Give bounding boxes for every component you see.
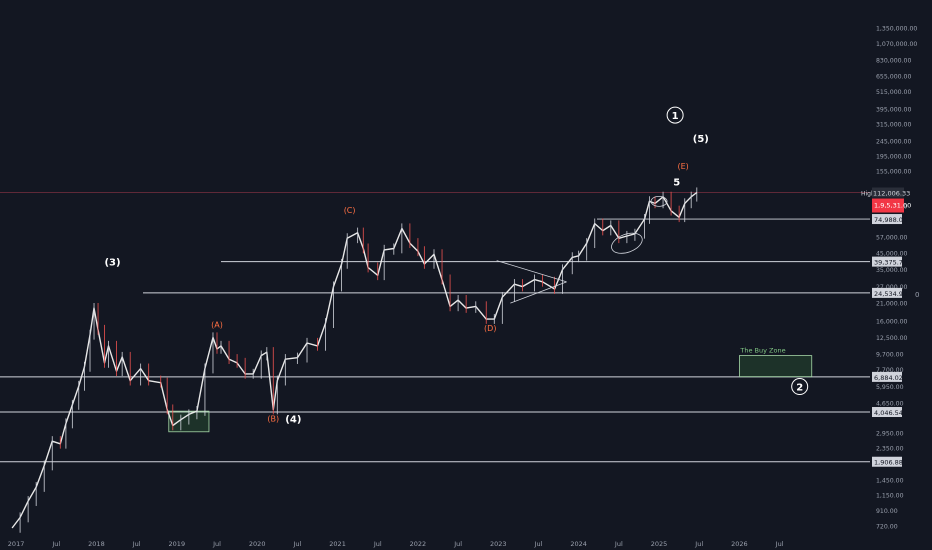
level-tag-label: 6,884.02 <box>874 374 903 382</box>
y-tick-label: 1,350,000.00 <box>876 25 917 32</box>
x-tick-label: 2026 <box>731 540 748 548</box>
y-tick-label: 655,000.00 <box>876 73 911 80</box>
wave-label: (5) <box>693 134 709 145</box>
x-tick-label: 2017 <box>8 540 25 548</box>
zone-box <box>739 356 811 377</box>
wave-label: 2 <box>796 383 803 394</box>
wave-label: (E) <box>677 162 688 171</box>
y-tick-label: 5,950.00 <box>876 384 904 391</box>
wave-label: (A) <box>211 321 223 330</box>
x-tick-label: Jul <box>694 540 703 548</box>
x-tick-label: Jul <box>373 540 382 548</box>
wave-label: 5 <box>673 177 680 188</box>
y-tick-label: 12,500.00 <box>876 335 908 342</box>
y-tick-label: 1,070,000.00 <box>876 41 917 48</box>
y-tick-label: 195,000.00 <box>876 153 911 160</box>
y-tick-label: 16,000.00 <box>876 319 908 326</box>
x-tick-label: 2022 <box>410 540 427 548</box>
x-tick-label: Jul <box>614 540 623 548</box>
x-tick-label: 2024 <box>570 540 587 548</box>
y-tick-label: 830,000.00 <box>876 58 911 65</box>
y-tick-label: 1,150.00 <box>876 493 904 500</box>
wave-label: (D) <box>484 324 496 333</box>
x-tick-label: 2020 <box>249 540 266 548</box>
y-tick-label: 395,000.00 <box>876 107 911 114</box>
y-tick-label: 515,000.00 <box>876 89 911 96</box>
level-tag-label: 1,906.88 <box>874 459 903 467</box>
x-tick-label: 2019 <box>169 540 186 548</box>
y-tick-label: 720.00 <box>876 524 898 531</box>
wave-label: (3) <box>104 258 120 269</box>
x-tick-label: 2018 <box>88 540 105 548</box>
x-tick-label: Jul <box>775 540 784 548</box>
y-tick-label: 910.00 <box>876 508 898 515</box>
current-price-label: 1,9,5,31.00 <box>874 202 911 210</box>
wave-label: (B) <box>267 415 279 424</box>
y-tick-label: 21,000.00 <box>876 301 908 308</box>
x-tick-label: 2023 <box>490 540 507 548</box>
level-tag-label: 4,046.54 <box>874 409 903 417</box>
y-tick-label: 2,350.00 <box>876 445 904 452</box>
zone-label: The Buy Zone <box>739 347 785 355</box>
y-tick-label: 1,450.00 <box>876 477 904 484</box>
price-axis-panel <box>870 0 932 550</box>
x-tick-label: Jul <box>292 540 301 548</box>
wave-label: (C) <box>344 206 356 215</box>
x-tick-label: 2025 <box>651 540 668 548</box>
level-tag-label: 39,375.74 <box>874 259 907 267</box>
x-tick-label: 2021 <box>329 540 346 548</box>
y-tick-label: 35,000.00 <box>876 267 908 274</box>
y-tick-label: 4,650.00 <box>876 400 904 407</box>
y-tick-label: 155,000.00 <box>876 169 911 176</box>
y-tick-label: 2,950.00 <box>876 430 904 437</box>
x-tick-label: Jul <box>534 540 543 548</box>
x-tick-label: Jul <box>132 540 141 548</box>
y-tick-label: 45,000.00 <box>876 250 908 257</box>
level-tag-label: 74,988.06 <box>874 216 907 224</box>
y-tick-label: 315,000.00 <box>876 122 911 129</box>
wave-label: 1 <box>672 111 679 122</box>
x-tick-label: Jul <box>212 540 221 548</box>
axis-annotation-zero: 0 <box>915 291 919 299</box>
wave-label: (4) <box>285 415 301 426</box>
x-tick-label: Jul <box>51 540 60 548</box>
y-tick-label: 245,000.00 <box>876 138 911 145</box>
y-tick-label: 9,700.00 <box>876 352 904 359</box>
y-tick-label: 57,000.00 <box>876 235 908 242</box>
x-tick-label: Jul <box>453 540 462 548</box>
high-tag-value: 112,006.33 <box>873 190 910 198</box>
level-tag-label: 24,534.98 <box>874 290 907 298</box>
